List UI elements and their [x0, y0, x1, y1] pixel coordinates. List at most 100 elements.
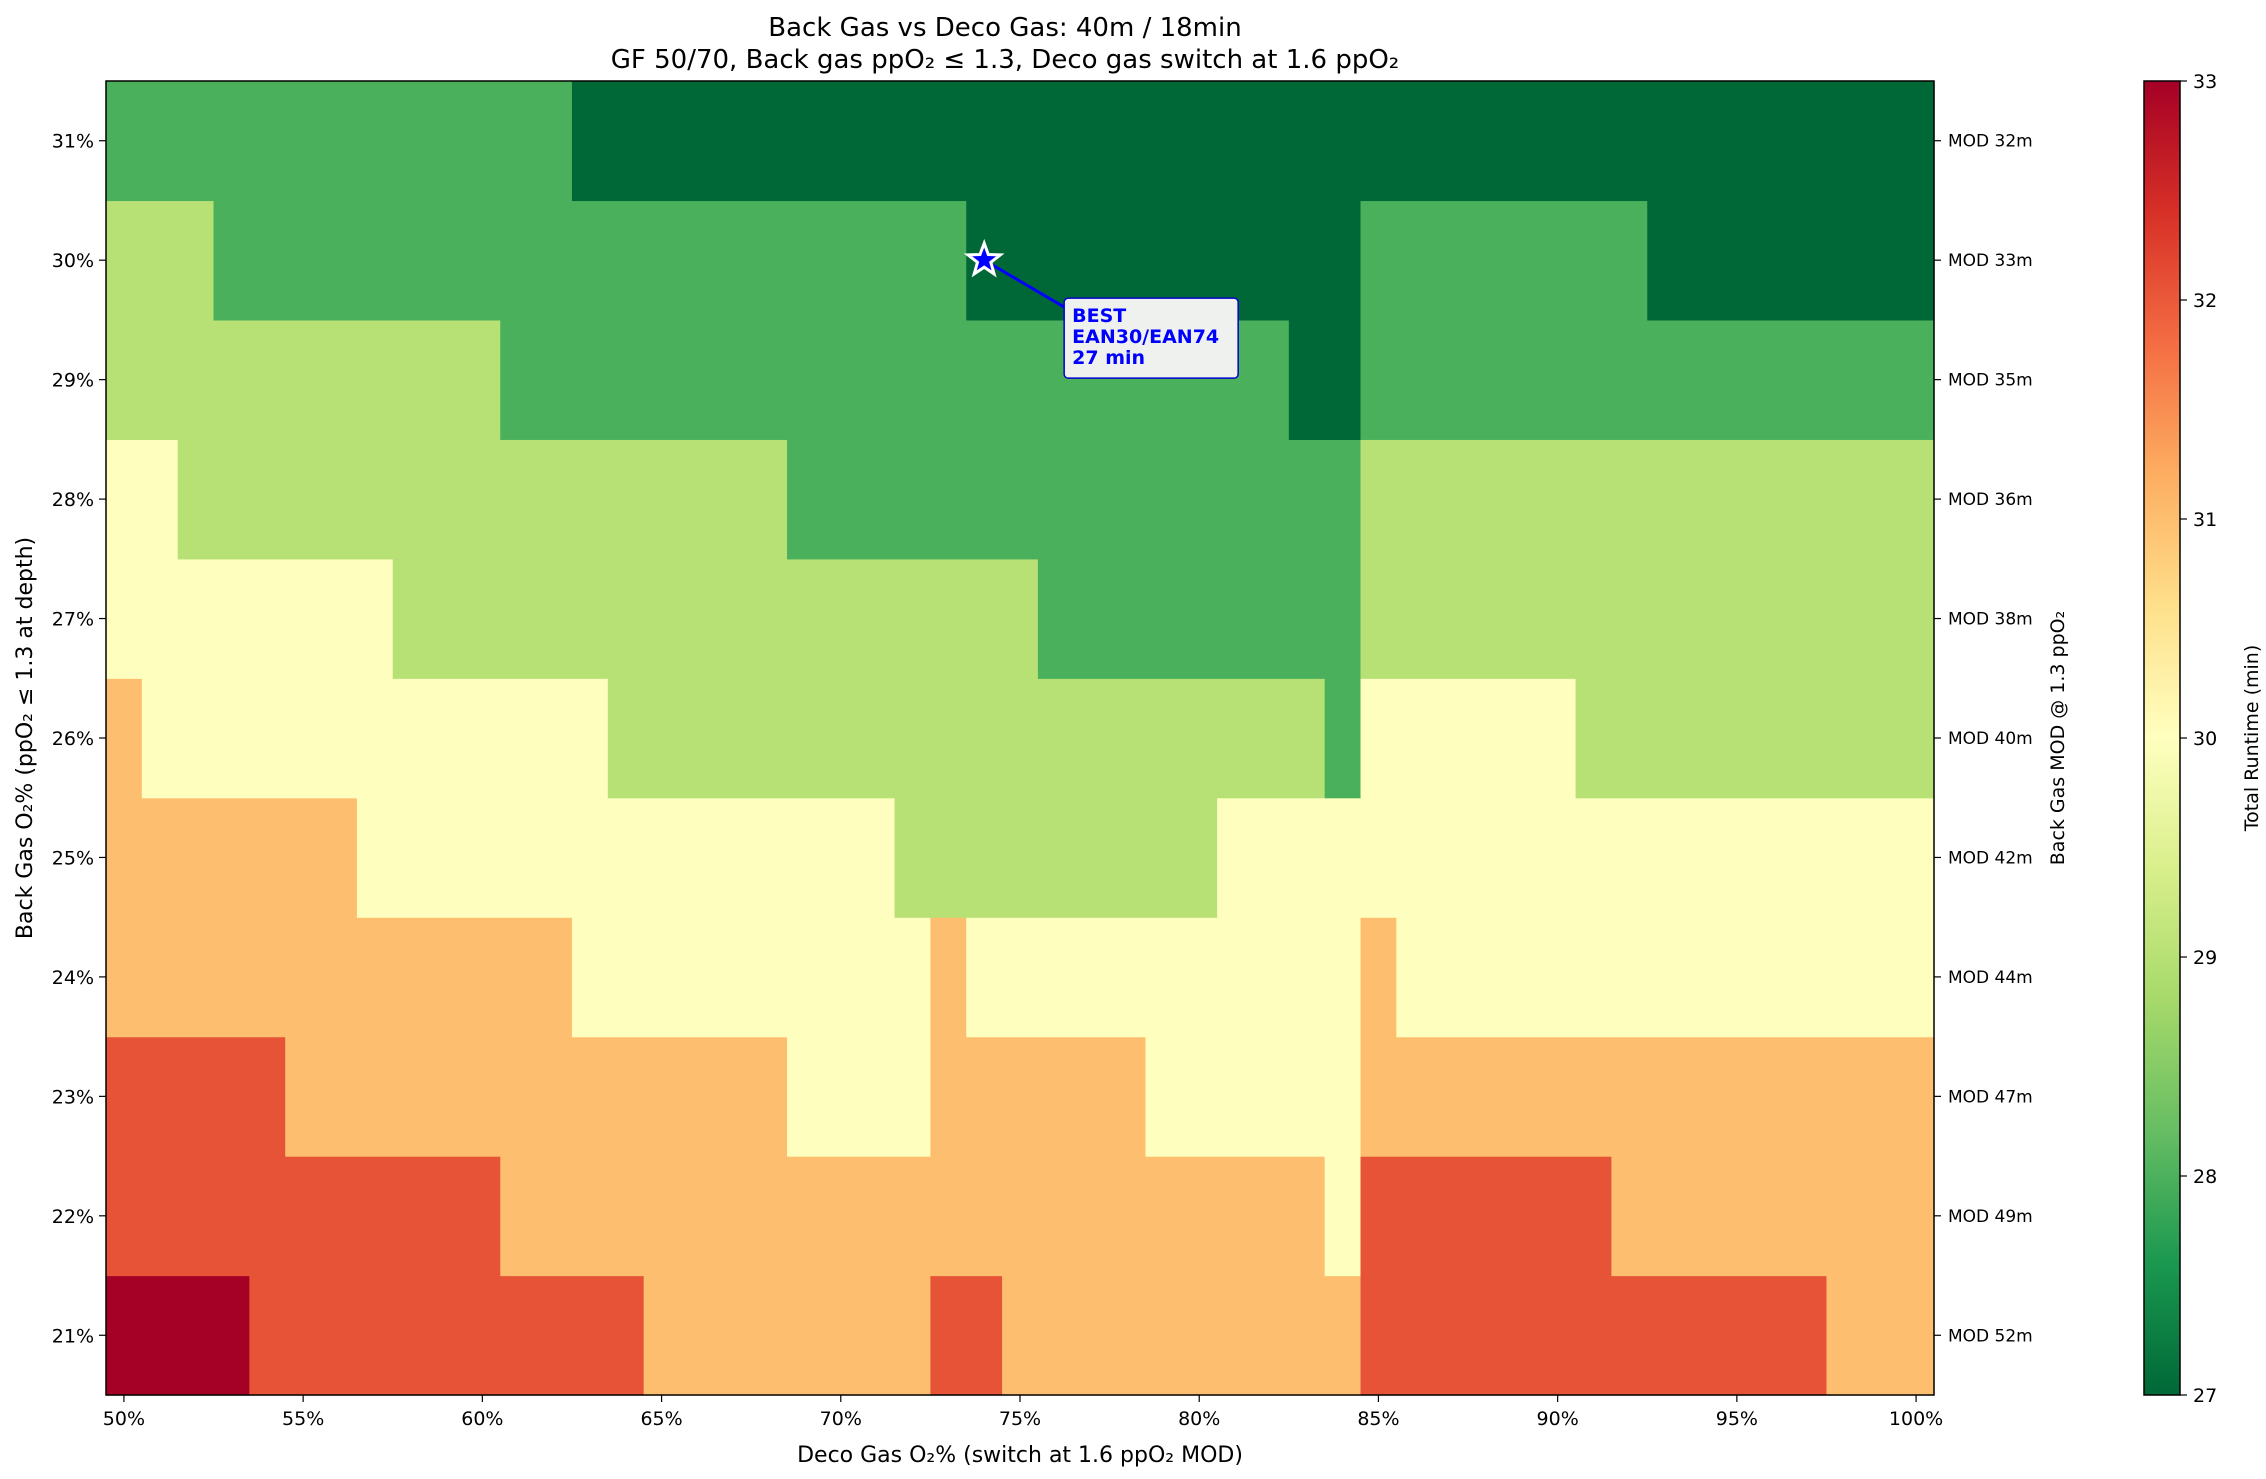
heatmap-cell-31-50-62 — [106, 81, 573, 202]
x-tick-label: 95% — [1716, 1408, 1758, 1430]
heatmap-cell-28-50-51 — [106, 439, 179, 560]
chart-title-line1: Back Gas vs Deco Gas: 40m / 18min — [768, 13, 1241, 43]
heatmap-cell-26-91-100 — [1575, 678, 1935, 799]
x-tick-label: 80% — [1178, 1408, 1220, 1430]
right-axis-label: Back Gas MOD @ 1.3 ppO₂ — [2047, 611, 2069, 865]
heatmap-cell-26-50-50 — [106, 678, 143, 799]
heatmap-cell-26-85-90 — [1360, 678, 1577, 799]
x-axis-ticks: 50% 55% 60% 65% 70% 75% 80% 85% 90% 95% 100% — [103, 1395, 1943, 1430]
y-tick-label: 25% — [52, 847, 94, 869]
heatmap-cell-22-61-83 — [500, 1156, 1326, 1277]
x-tick-label: 90% — [1537, 1408, 1579, 1430]
y-tick-label: 23% — [52, 1086, 94, 1108]
right-tick-label: MOD 40m — [1948, 729, 2033, 749]
heatmap-cell-26-64-83 — [607, 678, 1326, 799]
heatmap-cell-23-69-72 — [787, 1036, 931, 1157]
y-tick-label: 28% — [52, 489, 94, 511]
y-tick-label: 24% — [52, 967, 94, 989]
right-tick-label: MOD 49m — [1948, 1207, 2033, 1227]
heatmap-cell-27-58-75 — [392, 558, 1039, 679]
y-axis-label: Back Gas O₂% (ppO₂ ≤ 1.3 at depth) — [13, 537, 38, 939]
heatmap-cell-26-51-63 — [141, 678, 609, 799]
best-star-marker — [963, 238, 1005, 278]
heatmap-cell-27-76-84 — [1037, 558, 1362, 679]
colorbar-tick-label: 32 — [2193, 290, 2217, 312]
colorbar-tick-label: 29 — [2193, 947, 2217, 969]
heatmap-cell-24-85-85 — [1360, 917, 1397, 1038]
colorbar-label: Total Runtime (min) — [2241, 645, 2263, 832]
heatmap-cell-29-50-60 — [106, 319, 501, 440]
right-tick-label: MOD 32m — [1948, 132, 2033, 152]
heatmap-cell-29-83-84 — [1288, 319, 1362, 440]
x-tick-label: 85% — [1357, 1408, 1399, 1430]
heatmap-cell-30-53-73 — [213, 200, 967, 321]
heatmap-cell-27-50-57 — [106, 558, 394, 679]
heatmap-cell-21-85-97 — [1360, 1275, 1828, 1396]
best-label-line3: 27 min — [1072, 347, 1145, 369]
heatmap-cell-22-92-100 — [1611, 1156, 1935, 1277]
colorbar-tick-label: 33 — [2193, 71, 2217, 93]
right-tick-label: MOD 44m — [1948, 968, 2033, 988]
y-tick-label: 21% — [52, 1325, 94, 1347]
x-tick-label: 70% — [820, 1408, 862, 1430]
heatmap-cell-21-65-72 — [643, 1275, 931, 1396]
heatmap-cell-22-84-84 — [1324, 1156, 1362, 1277]
y-tick-label: 22% — [52, 1206, 94, 1228]
x-tick-label: 100% — [1889, 1408, 1943, 1430]
heatmap-cell-21-98-100 — [1826, 1275, 1935, 1396]
best-label-line2: EAN30/EAN74 — [1072, 326, 1219, 348]
heatmap-cell-21-73-74 — [930, 1275, 1003, 1396]
heatmap-cell-23-55-68 — [285, 1036, 788, 1157]
y-tick-label: 31% — [52, 131, 94, 153]
heatmap-cell-30-85-92 — [1360, 200, 1648, 321]
y-tick-label: 26% — [52, 728, 94, 750]
heatmap-cell-27-85-100 — [1360, 558, 1935, 679]
right-tick-label: MOD 38m — [1948, 610, 2033, 630]
x-tick-label: 55% — [282, 1408, 324, 1430]
heatmap-cell-24-63-72 — [571, 917, 931, 1038]
heatmap-cell-21-54-64 — [249, 1275, 645, 1396]
colorbar — [2143, 80, 2181, 1396]
colorbar-tick-label: 27 — [2193, 1385, 2217, 1407]
best-label-line1: BEST — [1072, 305, 1126, 327]
heatmap-cell-23-50-54 — [106, 1036, 286, 1157]
heatmap-cell-24-50-62 — [106, 917, 573, 1038]
heatmap-cell-29-85-100 — [1360, 319, 1935, 440]
heatmap-cell-28-85-100 — [1360, 439, 1935, 560]
colorbar-tick-label: 31 — [2193, 509, 2217, 531]
best-label-box — [1063, 297, 1239, 379]
right-tick-label: MOD 35m — [1948, 371, 2033, 391]
heatmap-cell-23-73-78 — [930, 1036, 1147, 1157]
best-annotation: BEST EAN30/EAN74 27 min — [963, 238, 1239, 379]
heatmap-cell-23-85-100 — [1360, 1036, 1935, 1157]
right-axis-ticks: MOD 52m MOD 49m MOD 47m MOD 44m MOD 42m MOD 4… — [1934, 132, 2033, 1346]
heatmap-cell-25-50-56 — [106, 797, 358, 918]
heatmap-cell-30-50-52 — [106, 200, 215, 321]
heatmap-cell-28-69-84 — [787, 439, 1362, 560]
heatmap-cell-25-81-100 — [1217, 797, 1935, 918]
heatmap-cell-21-50-53 — [106, 1275, 250, 1396]
right-tick-label: MOD 42m — [1948, 848, 2033, 868]
heatmap-cell-25-57-71 — [356, 797, 896, 918]
best-leader-line — [983, 258, 1067, 310]
heatmap-cell-30-93-100 — [1647, 200, 1935, 321]
colorbar-ticks: 27 28 29 30 31 32 33 — [2180, 71, 2217, 1407]
y-tick-label: 29% — [52, 370, 94, 392]
chart-title-line2: GF 50/70, Back gas ppO₂ ≤ 1.3, Deco gas … — [611, 45, 1399, 75]
heatmap-cell-24-74-84 — [966, 917, 1362, 1038]
heatmap-cell-23-79-84 — [1145, 1036, 1362, 1157]
x-tick-label: 60% — [461, 1408, 503, 1430]
x-tick-label: 65% — [640, 1408, 682, 1430]
x-axis-label: Deco Gas O₂% (switch at 1.6 ppO₂ MOD) — [797, 1443, 1243, 1468]
heatmap-cell-31-63-100 — [571, 81, 1935, 202]
y-axis-ticks: 21% 22% 23% 24% 25% 26% 27% 28% 29% 30% 31% — [52, 131, 106, 1347]
colorbar-tick-label: 28 — [2193, 1166, 2217, 1188]
x-tick-label: 75% — [999, 1408, 1041, 1430]
heatmap-cell-22-85-91 — [1360, 1156, 1613, 1277]
right-tick-label: MOD 47m — [1948, 1087, 2033, 1107]
heatmap-cell-22-50-60 — [106, 1156, 501, 1277]
heatmap-cell-24-86-100 — [1396, 917, 1935, 1038]
heatmap-cell-25-72-80 — [894, 797, 1218, 918]
heatmap-cells — [106, 81, 1935, 1396]
y-tick-label: 27% — [52, 609, 94, 631]
